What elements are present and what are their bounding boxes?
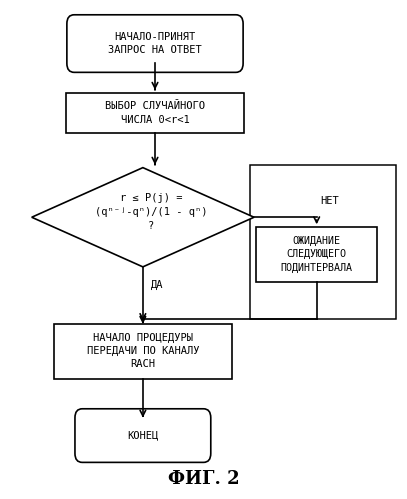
FancyBboxPatch shape xyxy=(75,409,211,463)
Text: ФИГ. 2: ФИГ. 2 xyxy=(168,470,239,488)
Text: ОЖИДАНИЕ
СЛЕДУЮЩЕГО
ПОДИНТЕРВАЛА: ОЖИДАНИЕ СЛЕДУЮЩЕГО ПОДИНТЕРВАЛА xyxy=(281,236,353,273)
FancyBboxPatch shape xyxy=(67,15,243,72)
Text: КОНЕЦ: КОНЕЦ xyxy=(127,431,158,441)
Text: НАЧАЛО-ПРИНЯТ
ЗАПРОС НА ОТВЕТ: НАЧАЛО-ПРИНЯТ ЗАПРОС НА ОТВЕТ xyxy=(108,32,202,55)
Polygon shape xyxy=(32,168,254,267)
Bar xyxy=(54,324,232,379)
Text: r ≤ P(j) =
(qⁿ⁻ʲ-qⁿ)/(1 - qⁿ)
?: r ≤ P(j) = (qⁿ⁻ʲ-qⁿ)/(1 - qⁿ) ? xyxy=(95,193,207,231)
Bar xyxy=(66,93,244,133)
Bar xyxy=(256,227,377,282)
Text: НЕТ: НЕТ xyxy=(321,196,339,206)
Text: ВЫБОР СЛУЧАЙНОГО
ЧИСЛА 0<r<1: ВЫБОР СЛУЧАЙНОГО ЧИСЛА 0<r<1 xyxy=(105,101,205,125)
Bar xyxy=(250,165,396,319)
Text: НАЧАЛО ПРОЦЕДУРЫ
ПЕРЕДАЧИ ПО КАНАЛУ
RACH: НАЧАЛО ПРОЦЕДУРЫ ПЕРЕДАЧИ ПО КАНАЛУ RACH xyxy=(87,333,199,369)
Text: ДА: ДА xyxy=(151,280,164,290)
